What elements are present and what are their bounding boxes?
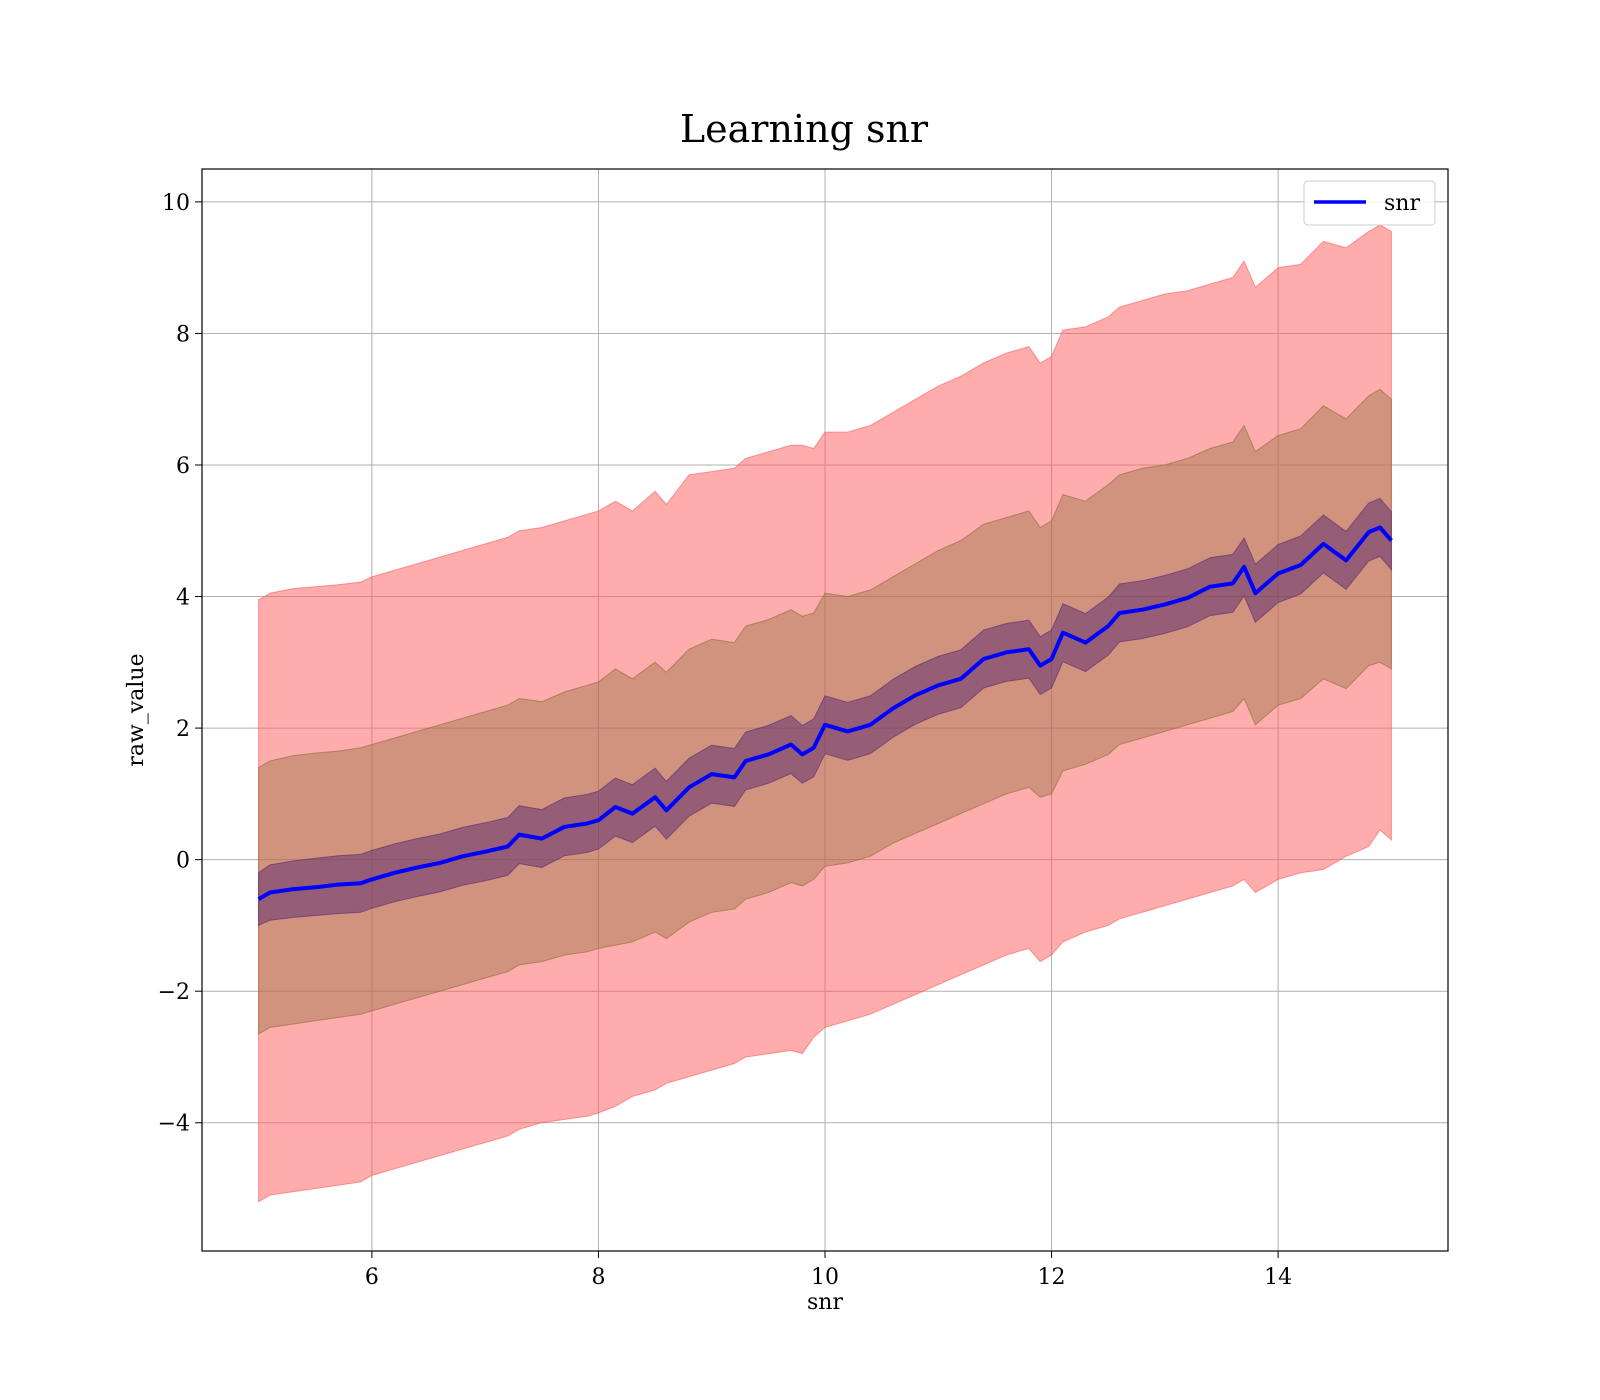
y-tick-label: 10: [162, 191, 190, 216]
legend-box: [1303, 180, 1436, 226]
y-axis-label: raw_value: [124, 653, 149, 766]
snr-series-line: [257, 525, 1393, 901]
y-tick-label: 2: [176, 717, 190, 742]
x-axis-ticks: 6 8 10 12 14: [365, 1251, 1292, 1290]
y-tick-label: 4: [176, 586, 190, 611]
x-tick-label: 14: [1264, 1265, 1292, 1290]
y-tick-label: 8: [176, 322, 190, 347]
y-tick-label: 0: [176, 849, 190, 874]
confidence-bands: [258, 224, 1392, 1203]
y-tick-label: −4: [158, 1112, 190, 1137]
series-lines: [257, 525, 1393, 901]
y-axis-ticks: −4 −2 0 2 4 6 8 10: [158, 191, 202, 1137]
y-tick-label: 6: [176, 454, 190, 479]
x-tick-label: 10: [811, 1265, 839, 1290]
inner-band: [258, 497, 1392, 927]
legend: snr: [1303, 180, 1436, 226]
legend-label-snr: snr: [1384, 191, 1420, 216]
y-tick-label: −2: [158, 980, 190, 1005]
x-tick-label: 12: [1038, 1265, 1066, 1290]
x-axis-label: snr: [807, 1290, 843, 1315]
x-tick-label: 6: [365, 1265, 379, 1290]
x-tick-label: 8: [591, 1265, 605, 1290]
chart-title: Learning snr: [680, 107, 929, 151]
